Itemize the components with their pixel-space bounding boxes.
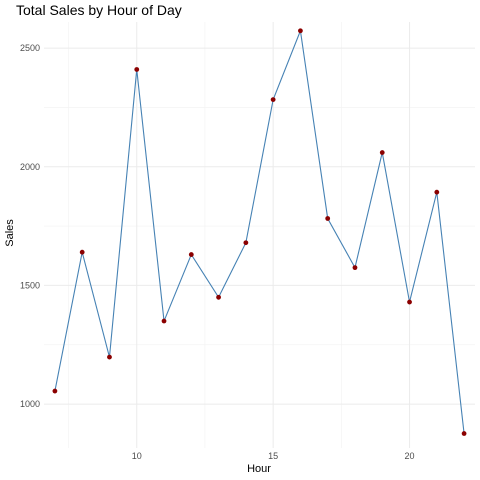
data-point: [243, 240, 249, 246]
x-axis-ticks: 10 15 20: [132, 451, 415, 461]
y-axis-label: Sales: [4, 219, 16, 247]
data-point: [52, 388, 58, 394]
data-point: [379, 150, 385, 155]
x-tick-label: 10: [132, 451, 142, 461]
data-point: [407, 299, 412, 305]
x-axis-label: Hour: [247, 463, 271, 475]
data-point: [107, 354, 112, 360]
data-point: [270, 97, 276, 103]
series-line: [54, 28, 465, 434]
y-tick-label: 2500: [20, 43, 40, 53]
x-tick-label: 15: [268, 451, 278, 461]
data-point: [461, 431, 467, 436]
data-point: [216, 294, 221, 300]
data-point: [188, 252, 194, 257]
data-point: [298, 28, 303, 34]
y-axis-ticks: 1000 1500 2000 2500: [20, 43, 40, 409]
major-gridlines: [44, 22, 475, 448]
minor-gridlines: [44, 22, 475, 448]
y-tick-label: 1000: [20, 399, 40, 409]
chart-title: Total Sales by Hour of Day: [16, 2, 182, 18]
series-layer: [52, 28, 467, 436]
data-point: [134, 67, 140, 72]
x-tick-label: 20: [405, 451, 415, 461]
y-tick-label: 1500: [20, 280, 40, 290]
data-point: [161, 318, 167, 324]
data-point: [434, 189, 440, 195]
y-tick-label: 2000: [20, 162, 40, 172]
data-point: [352, 265, 358, 271]
data-point: [79, 249, 85, 255]
data-point: [325, 216, 331, 221]
